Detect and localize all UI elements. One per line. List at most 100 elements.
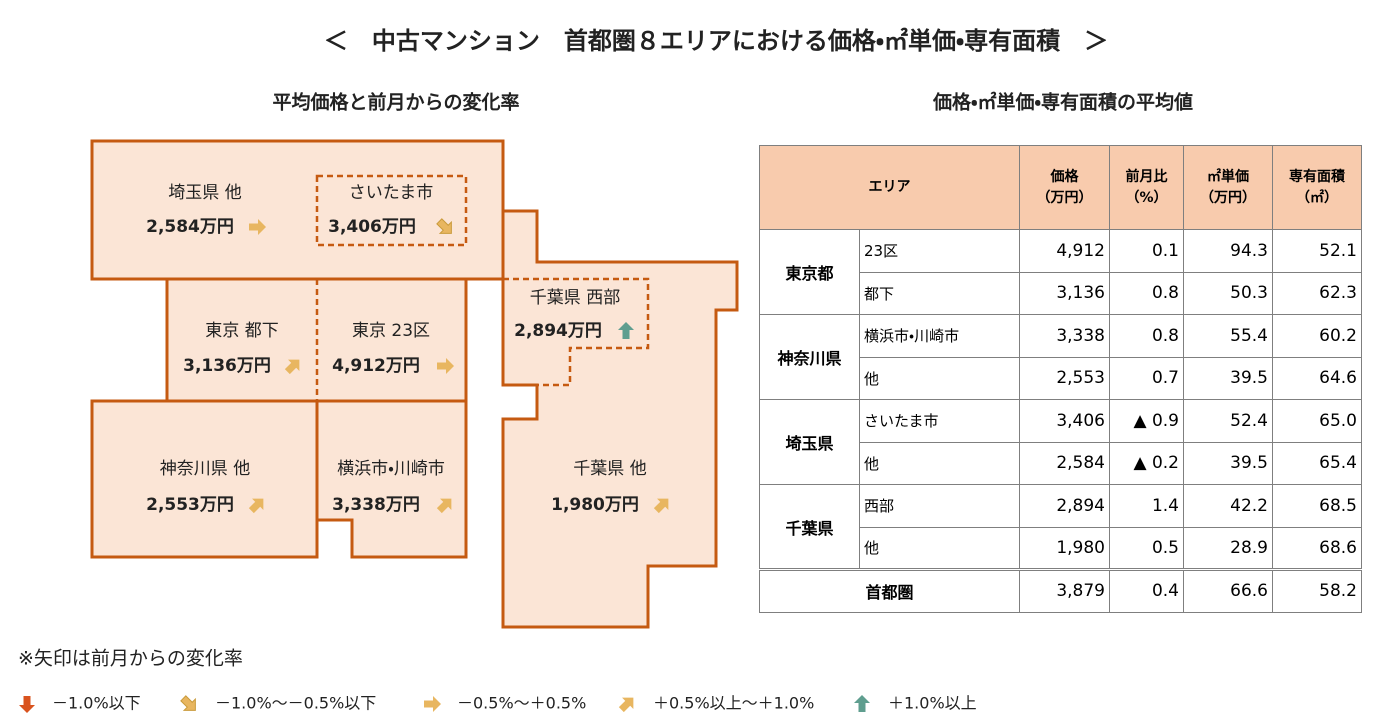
region-price: 2,894万円 — [514, 321, 602, 341]
map-title: 平均価格と前月からの変化率 — [272, 91, 519, 114]
header-text: ㎡単価 — [1207, 168, 1249, 185]
trend-arrow — [436, 218, 452, 234]
pref-name: 東京都 — [785, 264, 834, 283]
value-cell: 64.6 — [1272, 356, 1362, 400]
trend-arrow — [854, 695, 870, 712]
cell-value: 28.9 — [1230, 537, 1268, 558]
value-cell: 58.2 — [1272, 568, 1362, 613]
data-row: 都下 3,136 0.8 50.3 62.3 — [760, 271, 1362, 315]
legend-item: －1.0%以下 — [52, 694, 141, 713]
area-cell: 他 — [859, 526, 1020, 570]
total-label: 首都圏 — [865, 583, 914, 603]
cell-value: 3,879 — [1056, 581, 1105, 602]
saitama-area — [90, 139, 505, 281]
area-cell: 都下 — [859, 271, 1020, 315]
pref-cell: 神奈川県 — [759, 314, 860, 400]
cell-value: 2,553 — [1056, 368, 1105, 389]
pref-name: 千葉県 — [785, 518, 834, 538]
region-name: 埼玉県 他 — [168, 183, 241, 203]
pref-cell: 東京都 — [759, 229, 860, 315]
data-row: 埼玉県 さいたま市 3,406 ▲ 0.9 52.4 65.0 — [759, 399, 1362, 485]
trend-arrow — [284, 359, 300, 375]
region-price: 4,912万円 — [332, 356, 420, 376]
map-shapes — [90, 139, 739, 629]
header-text: 価格 — [1050, 168, 1079, 185]
region-name: さいたま市 — [349, 183, 434, 203]
summary-table: エリア 価格 （万円） 前月比 （%） ㎡単価 （万円） 専有面積 （㎡） 東京都 23区 4,912… — [759, 145, 1362, 613]
cell-value: 0.4 — [1151, 581, 1179, 602]
cell-value: 52.4 — [1230, 410, 1268, 431]
header-text: 専有面積 — [1289, 168, 1345, 185]
header-unit: （%） — [1125, 189, 1168, 206]
chiba-area — [501, 209, 739, 629]
data-row: 他 1,980 0.5 28.9 68.6 — [760, 526, 1362, 570]
cell-value: 0.7 — [1151, 368, 1179, 389]
value-cell: 0.8 — [1109, 271, 1184, 315]
cell-value: 60.2 — [1319, 325, 1357, 346]
region-price: 2,553万円 — [146, 495, 234, 515]
value-cell: 2,894 — [1019, 484, 1110, 528]
cell-value: 64.6 — [1319, 368, 1357, 389]
cell-value: 0.8 — [1151, 283, 1179, 304]
cell-value: 65.0 — [1319, 410, 1357, 431]
region-price: 1,980万円 — [551, 495, 639, 515]
cell-value: 42.2 — [1230, 495, 1268, 516]
region-price: 3,338万円 — [332, 495, 420, 515]
header-unit: （㎡） — [1296, 189, 1338, 206]
cell-value: 3,338 — [1056, 325, 1105, 346]
cell-value: 94.3 — [1230, 240, 1268, 261]
area-name: 他 — [864, 369, 880, 388]
cell-value: 4,912 — [1056, 240, 1105, 261]
trend-arrow — [424, 696, 441, 712]
header-row: エリア 価格 （万円） 前月比 （%） ㎡単価 （万円） 専有面積 （㎡） — [759, 145, 1362, 230]
area-cell: 横浜市・川崎市 — [859, 314, 1020, 358]
legend-item: －1.0%～－0.5%以下 — [215, 694, 376, 713]
value-cell: 50.3 — [1183, 271, 1273, 315]
pref-cell: 千葉県 — [759, 484, 860, 570]
cell-value: 0.8 — [1151, 325, 1179, 346]
value-cell: 3,406 — [1019, 399, 1110, 443]
value-cell: 3,136 — [1019, 271, 1110, 315]
cell-value: 0.5 — [1151, 537, 1179, 558]
trend-arrow — [248, 498, 264, 514]
value-cell: 65.4 — [1272, 441, 1362, 485]
area-cell: 西部 — [859, 484, 1020, 528]
table-body: エリア 価格 （万円） 前月比 （%） ㎡単価 （万円） 専有面積 （㎡） 東京都 23区 4,912… — [759, 145, 1362, 613]
value-cell: 1.4 — [1109, 484, 1184, 528]
legend-item: ＋0.5%以上～＋1.0% — [653, 694, 814, 713]
value-cell: 94.3 — [1183, 229, 1273, 273]
value-cell: 28.9 — [1183, 526, 1273, 570]
region-name: 神奈川県 他 — [160, 459, 250, 479]
header-cell: 価格 （万円） — [1019, 145, 1110, 230]
value-cell: 65.0 — [1272, 399, 1362, 443]
data-row: 千葉県 西部 2,894 1.4 42.2 68.5 — [759, 484, 1362, 570]
cell-value: 62.3 — [1319, 283, 1357, 304]
area-name: 横浜市・川崎市 — [864, 327, 960, 346]
value-cell: ▲ 0.2 — [1109, 441, 1184, 485]
legend-item: －0.5%～＋0.5% — [457, 694, 586, 713]
region-name: 東京 都下 — [205, 321, 278, 341]
region-price: 2,584万円 — [146, 217, 234, 237]
cell-value: 50.3 — [1230, 283, 1268, 304]
value-cell: 1,980 — [1019, 526, 1110, 570]
cell-value: 68.5 — [1319, 495, 1357, 516]
cell-value: 2,894 — [1056, 495, 1105, 516]
trend-arrow — [436, 498, 452, 514]
dashed-borders — [315, 174, 650, 520]
header-cell: 専有面積 （㎡） — [1272, 145, 1362, 230]
value-cell: 4,912 — [1019, 229, 1110, 273]
value-cell: 2,584 — [1019, 441, 1110, 485]
header-text: エリア — [868, 179, 911, 195]
area-cell: 23区 — [859, 229, 1020, 273]
cell-value: 55.4 — [1230, 325, 1268, 346]
data-row: 他 2,553 0.7 39.5 64.6 — [760, 356, 1362, 400]
value-cell: 3,879 — [1019, 568, 1110, 613]
value-cell: 52.4 — [1183, 399, 1273, 443]
region-name: 千葉県 他 — [573, 459, 646, 479]
value-cell: 2,553 — [1019, 356, 1110, 400]
value-cell: 55.4 — [1183, 314, 1273, 358]
value-cell: 39.5 — [1183, 356, 1273, 400]
value-cell: 66.6 — [1183, 568, 1273, 613]
trend-arrow — [19, 696, 35, 713]
